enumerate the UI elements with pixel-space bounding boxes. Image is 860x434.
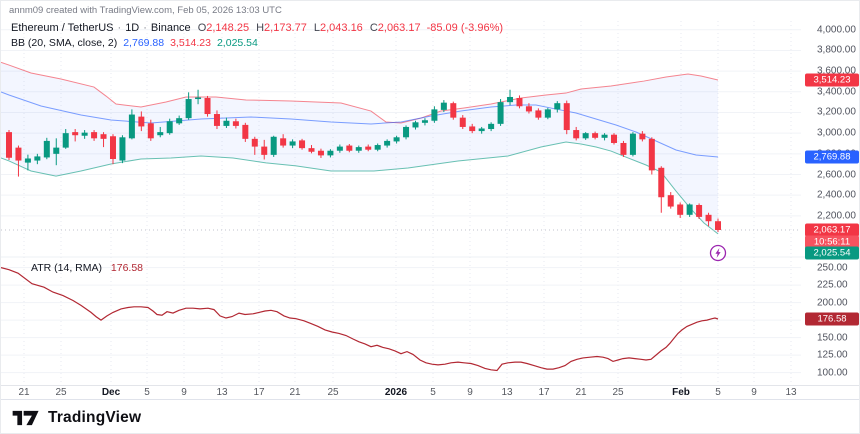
time-axis-label: 25 <box>55 387 67 398</box>
time-axis-label: 21 <box>575 387 587 398</box>
bb-upper-value: 3,514.23 <box>170 37 211 49</box>
time-axis[interactable]: 21 25 Dec 5 9 13 17 21 25 2026 5 9 13 17 21 25 Feb 5 9 13 <box>1 386 859 399</box>
price-axis-label: 2,600.00 <box>817 169 856 180</box>
open-key: O <box>197 22 207 34</box>
low-value: 2,043.16 <box>319 22 363 34</box>
last-price-badge: 2,063.17 <box>805 223 859 237</box>
bollinger-upper-line <box>1 61 719 124</box>
time-axis-label: 9 <box>467 387 473 398</box>
time-axis-label: 13 <box>785 387 797 398</box>
time-axis-label: Feb <box>672 387 690 398</box>
time-axis-label: 5 <box>715 387 721 398</box>
bb-basis-value: 2,769.88 <box>123 37 165 49</box>
atr-axis-label: 225.00 <box>817 279 848 291</box>
price-axis-label: 3,600.00 <box>817 65 856 77</box>
atr-value-badge: 176.58 <box>805 312 859 326</box>
close-key: C <box>369 22 378 34</box>
price-axis-label: 4,000.00 <box>817 24 856 36</box>
tradingview-logo-mark <box>12 410 39 426</box>
close-value: 2,063.17 <box>377 22 421 34</box>
price-axis-label: 2,400.00 <box>817 189 856 201</box>
tradingview-logo[interactable]: TradingView <box>11 407 141 429</box>
bb-lower-badge: 2,025.54 <box>805 246 859 260</box>
horizontal-gridlines <box>1 29 801 374</box>
atr-label-text: ATR (14, RMA) <box>31 262 102 274</box>
high-key: H <box>256 22 265 34</box>
separator-dot: · <box>117 22 122 34</box>
time-axis-label: 13 <box>216 387 228 398</box>
bb-basis-badge: 2,769.88 <box>805 150 859 164</box>
price-axis-label: 3,200.00 <box>817 106 856 118</box>
high-value: 2,173.77 <box>264 22 307 34</box>
time-axis-label: 5 <box>144 387 150 398</box>
atr-indicator-label[interactable]: ATR (14, RMA) 176.58 <box>31 262 143 274</box>
open-value: 2,148.25 <box>206 22 250 34</box>
exchange-label[interactable]: Binance <box>150 22 191 34</box>
separator-dot: · <box>143 22 147 34</box>
time-axis-label: 9 <box>181 387 187 398</box>
countdown-badge: 10:56:11 <box>805 235 859 248</box>
time-axis-label: 9 <box>751 387 757 398</box>
bb-lower-value: 2,025.54 <box>216 37 258 49</box>
vertical-gridlines <box>23 21 792 385</box>
attribution-text: annm09 created with TradingView.com, Feb… <box>9 5 282 16</box>
time-axis-label: 25 <box>612 387 624 398</box>
symbol-title[interactable]: Ethereum / TetherUS <box>11 22 114 34</box>
time-axis-label: 17 <box>538 387 550 398</box>
change-value: -85.09 (-3.96%) <box>426 22 504 34</box>
interval-label[interactable]: 1D <box>125 22 140 34</box>
tradingview-logo-text: TradingView <box>48 409 142 426</box>
time-axis-label: 25 <box>327 387 339 398</box>
atr-value-text: 176.58 <box>110 262 144 274</box>
time-axis-label: 17 <box>253 387 265 398</box>
time-axis-label: 2026 <box>384 387 408 398</box>
time-axis-label: 5 <box>430 387 436 398</box>
low-key: L <box>313 22 320 34</box>
time-axis-label: Dec <box>101 387 121 398</box>
price-axis-label: 2,200.00 <box>817 210 856 222</box>
bb-upper-badge: 3,514.23 <box>805 73 859 87</box>
price-axis-label: 3,400.00 <box>817 86 856 98</box>
price-axis[interactable]: 4,000.00 3,800.00 3,600.00 3,400.00 3,200.00… <box>801 1 859 386</box>
time-axis-label: 21 <box>289 387 301 398</box>
time-axis-label: 13 <box>501 387 513 398</box>
price-axis-label: 3,800.00 <box>817 44 856 56</box>
symbol-legend: Ethereum / TetherUS · 1D · Binance O2,148.25 H… <box>11 22 503 52</box>
candlesticks <box>6 89 721 233</box>
atr-axis-label: 200.00 <box>817 297 848 309</box>
atr-axis-label: 100.00 <box>817 367 848 379</box>
time-axis-label: 21 <box>18 387 30 398</box>
atr-line <box>1 267 719 372</box>
lightning-marker[interactable] <box>709 244 727 262</box>
atr-axis-label: 250.00 <box>817 262 848 274</box>
footer: TradingView <box>1 399 859 433</box>
atr-axis-label: 125.00 <box>817 349 848 361</box>
atr-axis-label: 150.00 <box>817 332 848 344</box>
bollinger-basis-line <box>1 91 719 158</box>
bb-indicator-label[interactable]: BB (20, SMA, close, 2) <box>11 37 118 49</box>
price-axis-label: 3,000.00 <box>817 127 856 139</box>
